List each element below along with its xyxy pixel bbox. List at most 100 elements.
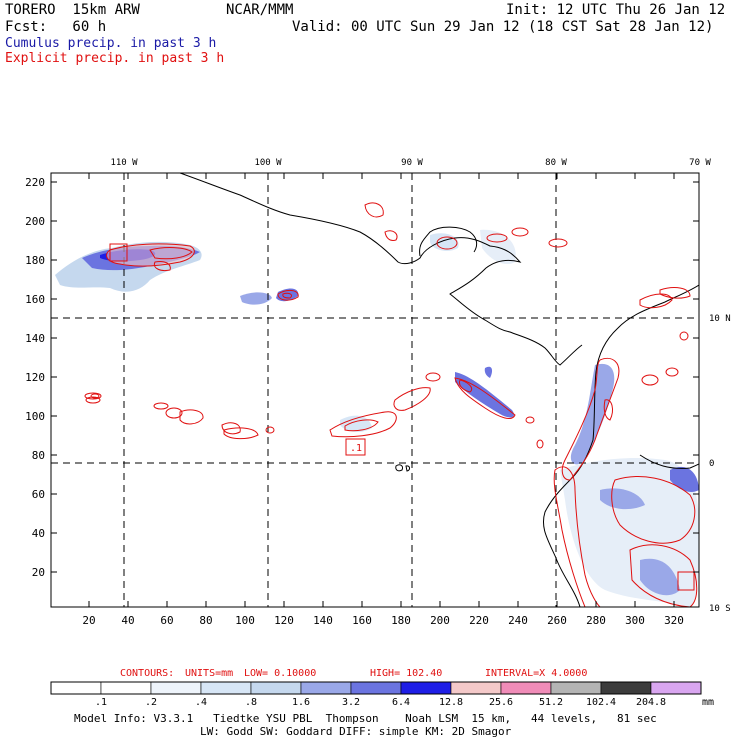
contour — [536, 439, 544, 449]
units-label: UNITS=mm — [185, 668, 233, 679]
contour — [603, 399, 613, 421]
forecast-hour: Fcst: 60 h — [5, 19, 107, 35]
contour — [179, 409, 204, 425]
x-tick-label: 300 — [625, 614, 645, 627]
cumulus-title: Cumulus precip. in past 3 h — [5, 36, 217, 51]
explicit-title: Explicit precip. in past 3 h — [5, 51, 225, 66]
explicit-precip-contours — [84, 202, 698, 607]
coastline-amazon-river — [639, 454, 699, 469]
contour — [639, 293, 673, 309]
valid-time: Valid: 00 UTC Sun 29 Jan 12 (18 CST Sat … — [292, 19, 714, 35]
legend-label: .4 — [195, 697, 207, 708]
contour — [282, 292, 293, 299]
legend-label: 51.2 — [539, 697, 563, 708]
y-tick-label: 200 — [25, 215, 45, 228]
legend-swatches — [50, 681, 702, 695]
coastline-yucatan — [419, 226, 478, 257]
contour — [384, 230, 398, 241]
legend-label: 25.6 — [489, 697, 513, 708]
legend-swatch — [350, 681, 402, 695]
legend-label: 3.2 — [342, 697, 360, 708]
x-tick-label: 20 — [82, 614, 95, 627]
legend-label: .1 — [95, 697, 107, 708]
contour — [561, 357, 620, 481]
contour — [459, 379, 473, 393]
contour — [486, 233, 508, 243]
y-tick-label: 20 — [32, 566, 45, 579]
contours-label: CONTOURS: — [120, 668, 174, 679]
x-tick-label: 160 — [352, 614, 372, 627]
y-tick-label: 100 — [25, 410, 45, 423]
low-label: LOW= 0.10000 — [244, 668, 316, 679]
y-tick-label: 160 — [25, 293, 45, 306]
legend-swatch — [450, 681, 502, 695]
legend-label: 12.8 — [439, 697, 463, 708]
legend-unit: mm — [702, 697, 714, 708]
cumulus-area — [484, 366, 493, 378]
legend-swatch — [50, 681, 102, 695]
max-box — [677, 571, 695, 591]
lat-label-equator: 0 — [709, 459, 714, 469]
x-tick-label: 200 — [430, 614, 450, 627]
legend-label: 6.4 — [392, 697, 410, 708]
x-tick-label: 80 — [199, 614, 212, 627]
contour — [149, 247, 193, 260]
legend-swatch — [250, 681, 302, 695]
x-tick-label: 120 — [274, 614, 294, 627]
legend-label: 1.6 — [292, 697, 310, 708]
cumulus-area — [640, 558, 680, 596]
coastline-mexico-central-america — [179, 173, 583, 366]
lon-label-90w: 90 W — [401, 158, 423, 168]
contour — [223, 427, 259, 440]
contour — [106, 243, 195, 267]
contour — [665, 367, 679, 377]
y-axis-labels: 220 200 180 160 140 120 100 80 60 40 20 — [25, 176, 45, 579]
interval-label: INTERVAL=X 4.0000 — [485, 668, 587, 679]
legend-swatch — [300, 681, 352, 695]
lon-label-70w: 70 W — [689, 158, 711, 168]
axis-ticks — [51, 173, 699, 607]
legend-swatch — [150, 681, 202, 695]
contour — [153, 261, 171, 271]
x-tick-label: 40 — [121, 614, 134, 627]
contour — [641, 374, 659, 386]
y-tick-label: 180 — [25, 254, 45, 267]
contour — [84, 392, 102, 400]
model-name: TORERO 15km ARW — [5, 2, 140, 18]
x-tick-label: 280 — [586, 614, 606, 627]
contour — [525, 416, 535, 424]
lat-label-10s: 10 S — [709, 604, 731, 614]
lon-label-80w: 80 W — [545, 158, 567, 168]
x-tick-label: 240 — [508, 614, 528, 627]
y-tick-label: 80 — [32, 449, 45, 462]
y-tick-label: 120 — [25, 371, 45, 384]
legend-labels: .1 .2 .4 .8 1.6 3.2 6.4 12.8 25.6 51.2 1… — [95, 697, 666, 708]
legend-swatch — [400, 681, 452, 695]
contour-box-markers — [109, 243, 695, 591]
x-tick-label: 220 — [469, 614, 489, 627]
legend-swatch — [600, 681, 652, 695]
legend-frame — [50, 681, 702, 695]
x-tick-label: 320 — [664, 614, 684, 627]
x-tick-label: 180 — [391, 614, 411, 627]
x-tick-label: 140 — [313, 614, 333, 627]
legend-swatch — [200, 681, 252, 695]
cumulus-area — [570, 363, 615, 465]
model-info-line1: Model Info: V3.3.1 Tiedtke YSU PBL Thomp… — [74, 712, 657, 725]
contour — [511, 227, 529, 237]
contour — [329, 411, 397, 438]
x-axis-labels: 20 40 60 80 100 120 140 160 180 200 220 … — [82, 614, 684, 627]
y-tick-label: 220 — [25, 176, 45, 189]
legend-swatch — [650, 681, 702, 695]
max-box — [109, 243, 128, 262]
contour — [165, 407, 183, 419]
contour — [659, 287, 691, 299]
contour — [85, 396, 101, 404]
contour — [436, 236, 458, 250]
x-tick-label: 100 — [235, 614, 255, 627]
contour — [153, 402, 169, 410]
legend-label: 204.8 — [636, 697, 666, 708]
organization: NCAR/MMM — [226, 2, 294, 18]
longitude-labels: 110 W 100 W 90 W 80 W 70 W — [110, 158, 711, 168]
